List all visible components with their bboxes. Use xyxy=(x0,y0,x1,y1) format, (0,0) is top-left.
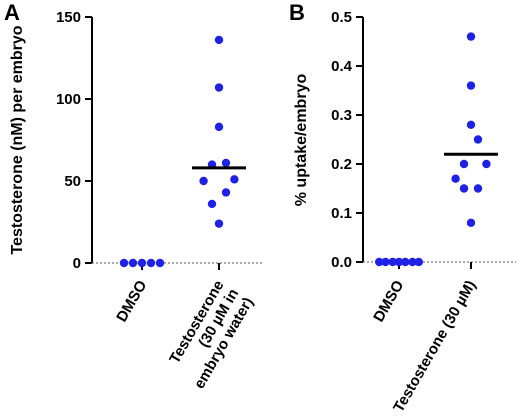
y-tick-label: 0.2 xyxy=(331,156,352,173)
x-category-label-line: Testosterone (30 µM) xyxy=(390,278,479,416)
y-tick-label: 50 xyxy=(64,173,81,190)
panel-b-chart: % uptake/embryo 0.0 0.1 0.2 0.3 0.4 0.5 DMSOTes… xyxy=(293,9,516,415)
y-axis-label: Testosterone (nM) per embryo xyxy=(9,25,26,254)
data-point xyxy=(451,174,460,183)
x-category-label: Testosterone (30 µM) xyxy=(390,278,479,416)
data-point xyxy=(214,35,224,45)
panel-b-letter: B xyxy=(289,0,305,25)
data-point xyxy=(146,258,156,268)
data-point xyxy=(394,257,404,267)
data-point xyxy=(381,257,390,267)
data-point xyxy=(221,158,231,168)
data-point xyxy=(221,188,231,197)
data-point xyxy=(466,81,476,90)
data-point xyxy=(466,218,476,227)
x-category-label-line: DMSO xyxy=(370,277,407,325)
data-point xyxy=(466,32,476,41)
y-tick-label: 0.4 xyxy=(331,58,353,75)
data-point xyxy=(473,135,483,144)
data-point xyxy=(214,83,224,92)
panel-a-letter: A xyxy=(4,0,20,25)
data-point xyxy=(155,258,165,268)
y-tick-label: 100 xyxy=(56,91,81,108)
data-point xyxy=(459,184,469,193)
y-axis-label: % uptake/embryo xyxy=(293,74,310,207)
x-category-label: DMSO xyxy=(113,277,150,325)
data-point xyxy=(466,120,476,129)
data-point xyxy=(230,175,239,184)
data-point xyxy=(207,199,217,209)
y-tick-label: 150 xyxy=(56,9,81,26)
data-point xyxy=(119,258,129,268)
data-point xyxy=(459,159,469,169)
data-point xyxy=(375,257,384,267)
data-point xyxy=(401,257,410,267)
data-point xyxy=(414,257,423,267)
y-tick-label: 0.0 xyxy=(331,254,352,271)
data-point xyxy=(388,257,397,267)
x-category-label: Testosterone(30 µM inembryo water) xyxy=(161,278,256,392)
y-tick-label: 0 xyxy=(73,255,81,272)
y-tick-label: 0.3 xyxy=(331,107,352,124)
x-category-label-line: DMSO xyxy=(113,277,150,325)
data-point xyxy=(214,122,224,132)
x-category-label: DMSO xyxy=(370,277,407,325)
data-point xyxy=(214,219,224,228)
data-point xyxy=(473,184,483,193)
panel-a-chart: Testosterone (nM) per embryo 0 50 100 150 DMS… xyxy=(9,9,264,392)
data-point xyxy=(408,257,417,267)
data-point xyxy=(128,258,138,268)
y-tick-label: 0.1 xyxy=(331,205,352,222)
data-point xyxy=(482,159,491,169)
y-tick-label: 0.5 xyxy=(331,9,352,26)
data-point xyxy=(199,176,208,186)
data-point xyxy=(137,258,147,268)
